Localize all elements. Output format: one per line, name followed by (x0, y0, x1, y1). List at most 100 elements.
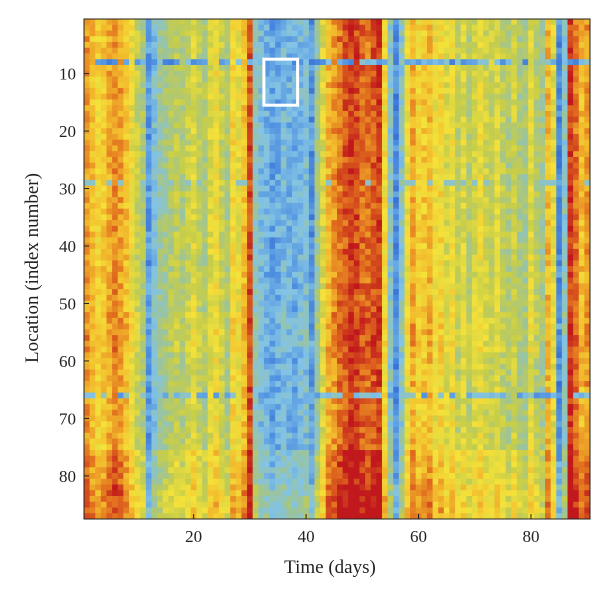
heatmap-cell (539, 191, 546, 198)
heatmap-cell (545, 202, 552, 210)
heatmap-cell (314, 116, 321, 123)
heatmap-cell (95, 105, 102, 112)
heatmap-cell (337, 99, 344, 106)
heatmap-cell (511, 122, 518, 129)
heatmap-cell (145, 191, 152, 198)
heatmap-cell (190, 248, 197, 256)
heatmap-cell (511, 283, 518, 290)
heatmap-cell (460, 323, 467, 330)
heatmap-cell (477, 24, 484, 31)
heatmap-cell (556, 174, 563, 181)
heatmap-cell (359, 87, 366, 95)
heatmap-cell (500, 260, 507, 267)
heatmap-cell (84, 260, 91, 267)
heatmap-cell (95, 266, 102, 273)
heatmap-cell (438, 225, 445, 233)
heatmap-cell (516, 248, 523, 256)
heatmap-cell (145, 185, 152, 192)
heatmap-cell (303, 289, 310, 296)
heatmap-cell (471, 208, 478, 215)
heatmap-cell (561, 145, 568, 152)
heatmap-cell (584, 174, 591, 181)
heatmap-cell (218, 197, 225, 204)
heatmap-cell (134, 329, 141, 336)
heatmap-cell (303, 105, 310, 112)
heatmap-cell (460, 174, 467, 181)
heatmap-cell (134, 294, 141, 302)
heatmap-cell (376, 277, 383, 284)
heatmap-cell (584, 185, 591, 192)
heatmap-cell (218, 99, 225, 106)
heatmap-cell (314, 110, 321, 118)
heatmap-cell (314, 105, 321, 112)
heatmap-cell (505, 116, 512, 123)
heatmap-cell (151, 174, 158, 181)
heatmap-cell (477, 47, 484, 54)
heatmap-cell (471, 116, 478, 123)
heatmap-cell (269, 335, 276, 342)
heatmap-cell (483, 231, 490, 238)
heatmap-cell (196, 294, 203, 302)
heatmap-cell (337, 243, 344, 250)
heatmap-cell (173, 174, 180, 181)
heatmap-cell (567, 36, 574, 43)
heatmap-cell (151, 36, 158, 43)
heatmap-cell (578, 317, 585, 324)
heatmap-cell (151, 87, 158, 95)
heatmap-cell (477, 162, 484, 169)
heatmap-cell (477, 105, 484, 112)
heatmap-cell (117, 317, 124, 324)
heatmap-cell (117, 53, 124, 60)
heatmap-cell (95, 243, 102, 250)
heatmap-cell (196, 312, 203, 319)
heatmap-cell (410, 70, 417, 77)
heatmap-cell (213, 105, 220, 112)
heatmap-cell (168, 277, 175, 284)
heatmap-cell (112, 208, 119, 215)
heatmap-cell (342, 266, 349, 273)
heatmap-cell (112, 317, 119, 324)
heatmap-cell (567, 110, 574, 118)
heatmap-cell (235, 36, 242, 43)
heatmap-cell (275, 128, 282, 135)
heatmap-cell (190, 87, 197, 95)
heatmap-cell (573, 220, 580, 227)
heatmap-cell (455, 289, 462, 296)
heatmap-cell (224, 128, 231, 135)
heatmap-cell (213, 53, 220, 60)
heatmap-cell (432, 174, 439, 181)
heatmap-cell (106, 243, 113, 250)
heatmap-cell (421, 202, 428, 210)
heatmap-cell (370, 254, 377, 261)
heatmap-cell (280, 156, 287, 164)
heatmap-cell (573, 156, 580, 164)
heatmap-cell (584, 317, 591, 324)
heatmap-cell (556, 208, 563, 215)
heatmap-cell (415, 271, 422, 279)
heatmap-cell (376, 294, 383, 302)
heatmap-cell (545, 87, 552, 95)
heatmap-cell (545, 99, 552, 106)
heatmap-cell (438, 19, 445, 26)
heatmap-cell (516, 133, 523, 141)
heatmap-cell (100, 214, 107, 221)
heatmap-cell (84, 30, 91, 37)
heatmap-cell (173, 156, 180, 164)
heatmap-cell (505, 59, 512, 66)
heatmap-cell (348, 47, 355, 54)
heatmap-cell (387, 260, 394, 267)
heatmap-cell (185, 335, 192, 342)
heatmap-cell (235, 179, 242, 187)
heatmap-cell (516, 105, 523, 112)
heatmap-cell (286, 151, 293, 158)
heatmap-cell (404, 168, 411, 175)
heatmap-cell (297, 283, 304, 290)
heatmap-cell (95, 168, 102, 175)
heatmap-cell (561, 214, 568, 221)
heatmap-cell (365, 24, 372, 31)
heatmap-cell (123, 214, 130, 221)
heatmap-cell (584, 329, 591, 336)
heatmap-cell (516, 197, 523, 204)
heatmap-cell (443, 168, 450, 175)
heatmap-cell (84, 99, 91, 106)
